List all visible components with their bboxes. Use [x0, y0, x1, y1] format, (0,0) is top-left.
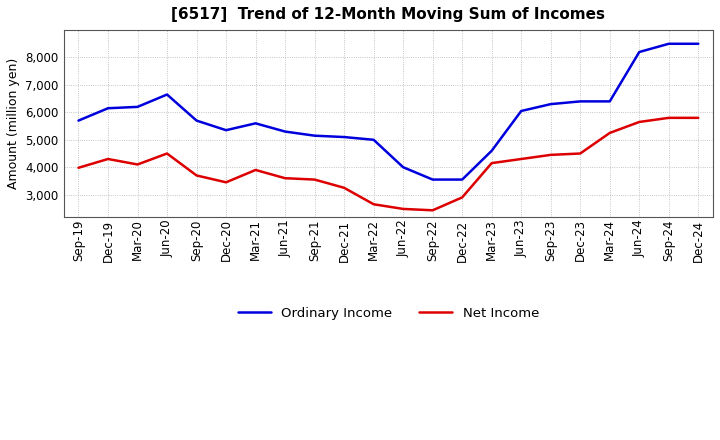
Ordinary Income [665, 41, 673, 46]
Ordinary Income [399, 165, 408, 170]
Legend: Ordinary Income, Net Income: Ordinary Income, Net Income [233, 301, 544, 325]
Net Income [428, 208, 437, 213]
Net Income [635, 119, 644, 125]
Ordinary Income [606, 99, 614, 104]
Ordinary Income [251, 121, 260, 126]
Net Income [694, 115, 703, 121]
Net Income [606, 130, 614, 136]
Net Income [133, 162, 142, 167]
Net Income [517, 156, 526, 161]
Ordinary Income [694, 41, 703, 46]
Line: Net Income: Net Income [78, 118, 698, 210]
Ordinary Income [163, 92, 171, 97]
Net Income [104, 156, 112, 161]
Ordinary Income [310, 133, 319, 138]
Net Income [399, 206, 408, 212]
Net Income [487, 161, 496, 166]
Net Income [74, 165, 83, 170]
Y-axis label: Amount (million yen): Amount (million yen) [7, 58, 20, 189]
Net Income [458, 195, 467, 200]
Ordinary Income [635, 49, 644, 55]
Ordinary Income [104, 106, 112, 111]
Ordinary Income [546, 102, 555, 107]
Ordinary Income [369, 137, 378, 143]
Ordinary Income [192, 118, 201, 123]
Net Income [163, 151, 171, 156]
Net Income [665, 115, 673, 121]
Net Income [251, 167, 260, 172]
Ordinary Income [428, 177, 437, 182]
Ordinary Income [487, 148, 496, 154]
Ordinary Income [281, 129, 289, 134]
Net Income [340, 185, 348, 191]
Line: Ordinary Income: Ordinary Income [78, 44, 698, 180]
Ordinary Income [74, 118, 83, 123]
Ordinary Income [576, 99, 585, 104]
Net Income [369, 202, 378, 207]
Net Income [192, 173, 201, 178]
Title: [6517]  Trend of 12-Month Moving Sum of Incomes: [6517] Trend of 12-Month Moving Sum of I… [171, 7, 606, 22]
Net Income [310, 177, 319, 182]
Ordinary Income [458, 177, 467, 182]
Ordinary Income [133, 104, 142, 110]
Net Income [546, 152, 555, 158]
Ordinary Income [340, 134, 348, 139]
Ordinary Income [222, 128, 230, 133]
Ordinary Income [517, 108, 526, 114]
Net Income [281, 176, 289, 181]
Net Income [222, 180, 230, 185]
Net Income [576, 151, 585, 156]
